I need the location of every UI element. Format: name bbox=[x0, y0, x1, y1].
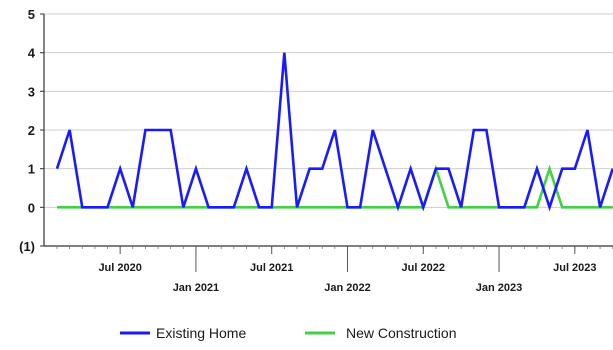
y-tick-label: 4 bbox=[28, 46, 36, 61]
series-lines bbox=[55, 52, 613, 212]
gridlines bbox=[44, 13, 613, 208]
y-tick-labels: 5 4 3 2 1 0 (1) bbox=[19, 7, 36, 254]
y-tick-label: (1) bbox=[19, 239, 35, 254]
x-tick-label: Jul 2023 bbox=[553, 262, 596, 274]
y-tick-label: 2 bbox=[28, 123, 35, 138]
axes bbox=[40, 13, 613, 272]
x-tick-label: Jul 2020 bbox=[98, 262, 141, 274]
x-tick-label: Jul 2021 bbox=[250, 262, 293, 274]
legend-label: New Construction bbox=[346, 325, 457, 341]
legend-label: Existing Home bbox=[156, 325, 246, 341]
y-tick-label: 5 bbox=[28, 7, 35, 22]
x-tick-labels: Jul 2020 Jan 2021 Jul 2021 Jan 2022 Jul 2022… bbox=[98, 262, 596, 294]
x-tick-label: Jul 2022 bbox=[402, 262, 445, 274]
x-tick-label: Jan 2023 bbox=[476, 282, 522, 294]
y-tick-label: 1 bbox=[28, 162, 35, 177]
x-tick-label: Jan 2021 bbox=[173, 282, 219, 294]
series-line-existing-home bbox=[55, 52, 613, 212]
y-tick-label: 0 bbox=[28, 200, 35, 215]
x-tick-label: Jan 2022 bbox=[324, 282, 370, 294]
legend: Existing Home New Construction bbox=[120, 325, 457, 341]
y-tick-label: 3 bbox=[28, 84, 35, 99]
